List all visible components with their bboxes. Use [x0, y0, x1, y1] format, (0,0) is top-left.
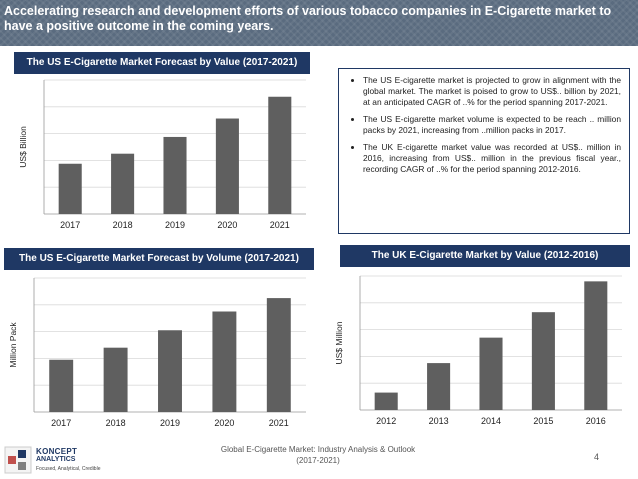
us-value-chart: US$ Billion 2017 2018 2019 2020 2021	[14, 74, 314, 240]
key-insights-box: The US E-cigarette market is projected t…	[338, 68, 630, 234]
x-tick-label: 2020	[214, 418, 234, 428]
us-value-chart-title: The US E-Cigarette Market Forecast by Va…	[14, 52, 310, 74]
us-volume-chart-title: The US E-Cigarette Market Forecast by Vo…	[4, 248, 314, 270]
x-tick-label: 2017	[60, 220, 80, 230]
x-tick-label: 2021	[270, 220, 290, 230]
bar-2017	[58, 163, 82, 214]
x-tick-label: 2019	[160, 418, 180, 428]
bar-2020	[215, 118, 239, 214]
x-tick-label: 2012	[376, 416, 396, 426]
y-axis-label: Million Pack	[8, 322, 18, 368]
company-logo: KONCEPT ANALYTICS Focused, Analytical, C…	[4, 446, 104, 476]
x-tick-label: 2019	[165, 220, 185, 230]
bar-2016	[584, 281, 608, 410]
page-title: Accelerating research and development ef…	[4, 4, 612, 33]
y-axis-label: US$ Million	[334, 321, 344, 364]
x-tick-label: 2015	[533, 416, 553, 426]
bar-2018	[103, 347, 128, 412]
bar-2020	[212, 311, 237, 412]
logo-tagline: Focused, Analytical, Credible	[36, 466, 101, 472]
bar-2019	[158, 330, 182, 412]
footer-line-2: (2017-2021)	[296, 456, 340, 465]
page-number: 4	[594, 452, 600, 462]
uk-value-chart: US$ Million 2012 2013 2014 2015 2016	[330, 270, 630, 436]
logo-name: KONCEPT	[36, 447, 78, 456]
x-tick-label: 2018	[113, 220, 133, 230]
bar-2017	[49, 359, 74, 412]
logo-mark-icon	[4, 446, 32, 474]
bar-2012	[374, 392, 398, 410]
y-axis-label: US$ Billion	[18, 126, 28, 168]
footer-caption: Global E-Cigarette Market: Industry Anal…	[200, 444, 436, 466]
bar-2013	[427, 363, 451, 410]
x-tick-label: 2020	[217, 220, 237, 230]
bar-2014	[479, 337, 503, 410]
x-tick-label: 2013	[429, 416, 449, 426]
bar-2015	[531, 312, 555, 410]
logo-name2: ANALYTICS	[36, 456, 76, 463]
chart-svg: US$ Million 2012 2013 2014 2015 2016	[334, 275, 622, 426]
x-tick-label: 2017	[51, 418, 71, 428]
bar-2021	[266, 298, 291, 412]
bullet-us-volume: The US E-cigarette market volume is expe…	[363, 114, 621, 136]
chart-svg: US$ Billion 2017 2018 2019 2020 2021	[18, 79, 306, 230]
bar-2021	[268, 96, 292, 214]
x-tick-label: 2016	[586, 416, 606, 426]
bar-2019	[163, 136, 187, 214]
footer-line-1: Global E-Cigarette Market: Industry Anal…	[220, 445, 416, 454]
bullet-us-value: The US E-cigarette market is projected t…	[363, 75, 621, 108]
us-volume-chart: Million Pack 2017 2018 2019 2020 2021	[4, 272, 314, 438]
chart-svg: Million Pack 2017 2018 2019 2020 2021	[8, 277, 306, 428]
bullet-uk-value: The UK E-cigarette market value was reco…	[363, 142, 621, 175]
x-tick-label: 2014	[481, 416, 501, 426]
uk-value-chart-title: The UK E-Cigarette Market by Value (2012…	[340, 245, 630, 267]
bar-2018	[111, 153, 135, 214]
x-tick-label: 2018	[106, 418, 126, 428]
x-tick-label: 2021	[269, 418, 289, 428]
header-banner: Accelerating research and development ef…	[0, 0, 638, 46]
